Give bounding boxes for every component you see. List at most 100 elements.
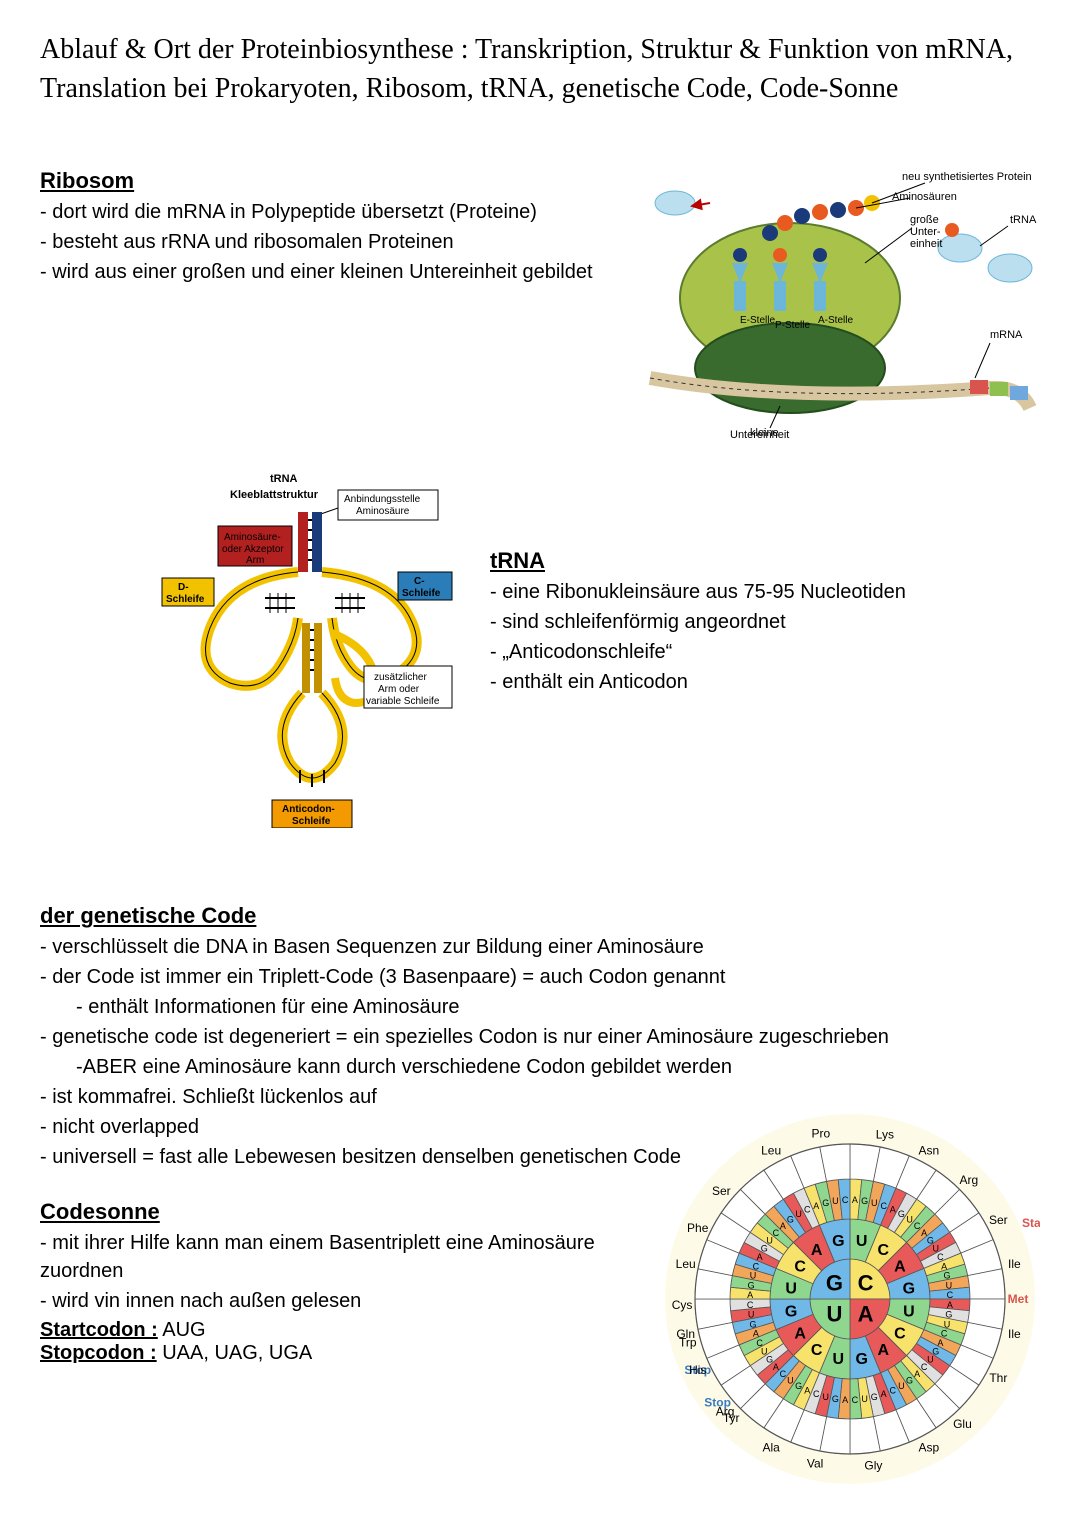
ribosom-bullet: - besteht aus rRNA und ribosomalen Prote… [40,228,600,256]
svg-text:U: U [898,1381,905,1391]
svg-text:Met: Met [1008,1292,1029,1306]
stopcodon-value: UAA, UAG, UGA [162,1342,312,1364]
svg-text:C: C [811,1342,823,1359]
ribosom-bullets: - dort wird die mRNA in Polypeptide über… [40,198,600,286]
genetic-code-heading: der genetische Code [40,903,1040,929]
svg-text:Phe: Phe [687,1221,709,1235]
svg-text:A: A [813,1201,819,1211]
startcodon-value: AUG [162,1319,205,1341]
svg-text:G: G [903,1281,915,1298]
gc-bullet-sub: -ABER eine Aminosäure kann durch verschi… [76,1053,1040,1081]
svg-text:G: G [832,1234,844,1251]
d-label: D- [178,582,189,593]
svg-text:C: C [852,1395,859,1405]
trna-bullet: - enthält ein Anticodon [490,668,1040,696]
trna-text-block: tRNA - eine Ribonukleinsäure aus 75-95 N… [490,548,1040,698]
svg-text:G: G [826,1271,843,1296]
svg-text:G: G [861,1196,868,1206]
svg-text:A: A [894,1259,906,1276]
cs-bullet: - mit ihrer Hilfe kann man einem Basentr… [40,1229,660,1285]
svg-text:U: U [826,1302,842,1327]
svg-text:Val: Val [807,1457,823,1471]
d-label2: Schleife [166,594,205,605]
variable-label3: variable Schleife [366,696,440,707]
svg-text:G: G [871,1392,878,1402]
svg-text:G: G [787,1215,794,1225]
svg-text:C: C [878,1242,890,1259]
anticodon-label2: Schleife [292,816,331,827]
svg-text:G: G [832,1394,839,1404]
svg-text:G: G [748,1281,755,1291]
codesonne-bullets: - mit ihrer Hilfe kann man einem Basentr… [40,1229,660,1315]
stopcodon-label: Stopcodon : [40,1342,157,1364]
svg-text:C: C [753,1262,760,1272]
stopcodon-line: Stopcodon : UAA, UAG, UGA [40,1342,660,1365]
svg-text:Gln: Gln [676,1327,695,1341]
startcodon-line: Startcodon : AUG [40,1319,660,1342]
svg-text:A: A [881,1390,887,1400]
svg-text:G: G [785,1304,797,1321]
anbindung-label2: Aminosäure [356,506,410,517]
svg-text:A: A [914,1369,920,1379]
svg-text:C: C [947,1290,954,1300]
codesonne-heading: Codesonne [40,1199,660,1225]
svg-text:Ile: Ile [1008,1327,1021,1341]
svg-text:Asn: Asn [919,1144,940,1158]
svg-text:A: A [804,1386,810,1396]
svg-text:C: C [804,1205,811,1215]
akzeptor-label2: oder Akzeptor [222,544,284,555]
svg-text:A: A [747,1290,753,1300]
c-label2: Schleife [402,588,441,599]
svg-text:A: A [811,1242,823,1259]
svg-text:C: C [794,1259,806,1276]
svg-text:Cys: Cys [672,1298,693,1312]
svg-text:Ser: Ser [989,1214,1008,1228]
svg-text:Thr: Thr [989,1371,1007,1385]
svg-text:U: U [856,1234,868,1251]
svg-text:Arg: Arg [716,1405,735,1419]
code-sun-diagram: CAUGUCAGUCAGUCAGUCAGAGUCAGUCAGUCAGUCAGUC… [660,1109,1040,1489]
svg-text:U: U [785,1281,797,1298]
svg-text:A: A [842,1395,848,1405]
trna-label: tRNA [1010,214,1037,226]
trna-bullet: - eine Ribonukleinsäure aus 75-95 Nucleo… [490,578,1040,606]
big-subunit-label: große [910,214,939,226]
svg-text:Leu: Leu [761,1144,781,1158]
svg-text:A: A [753,1329,759,1339]
svg-text:C: C [880,1201,887,1211]
svg-text:Arg: Arg [959,1174,978,1188]
gc-bullet: - genetische code ist degeneriert = ein … [40,1023,1040,1051]
big-subunit-label2: Unter- [910,226,941,238]
aminos-label: Aminosäuren [892,191,957,203]
svg-text:C: C [894,1326,906,1343]
svg-text:U: U [833,1351,845,1368]
svg-text:C: C [858,1271,874,1296]
variable-label: zusätzlicher [374,672,427,683]
ribosom-heading: Ribosom [40,168,600,194]
anticodon-label: Anticodon- [282,804,335,815]
svg-text:C: C [780,1369,787,1379]
svg-text:A: A [858,1302,874,1327]
anbindung-label: Anbindungsstelle [344,494,421,505]
svg-text:Lys: Lys [876,1128,894,1142]
trna-bullet: - sind schleifenförmig angeordnet [490,608,1040,636]
svg-text:A: A [890,1205,896,1215]
a-site-label: A-Stelle [818,315,853,326]
svg-text:C: C [842,1195,849,1205]
svg-text:U: U [795,1210,802,1220]
svg-text:G: G [749,1320,756,1330]
svg-text:Leu: Leu [676,1257,696,1271]
gc-bullet: - verschlüsselt die DNA in Basen Sequenz… [40,933,1040,961]
svg-text:U: U [761,1347,768,1357]
trna-bullet: - „Anticodonschleife“ [490,638,1040,666]
trna-row: tRNA Kleeblattstruktur Anbindungsstelle … [40,468,1040,833]
akzeptor-label3: Arm [246,555,264,566]
trna-bullets: - eine Ribonukleinsäure aus 75-95 Nucleo… [490,578,1040,696]
protein-label: neu synthetisiertes Protein [902,171,1032,183]
svg-text:A: A [757,1253,763,1263]
svg-text:A: A [852,1195,858,1205]
svg-text:G: G [855,1351,867,1368]
svg-text:Glu: Glu [953,1417,972,1431]
svg-text:U: U [832,1196,839,1206]
svg-text:U: U [822,1392,829,1402]
